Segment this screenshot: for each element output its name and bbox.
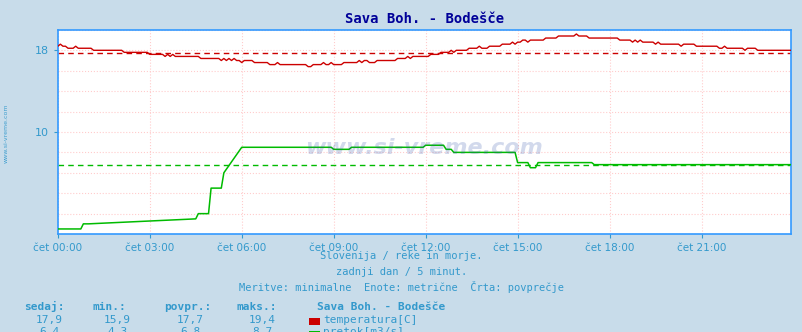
Text: Meritve: minimalne  Enote: metrične  Črta: povprečje: Meritve: minimalne Enote: metrične Črta:… xyxy=(239,281,563,293)
Text: Sava Boh. - Bodešče: Sava Boh. - Bodešče xyxy=(317,302,445,312)
Text: povpr.:: povpr.: xyxy=(164,302,212,312)
Text: 6,8: 6,8 xyxy=(180,327,200,332)
Text: maks.:: maks.: xyxy=(237,302,277,312)
Text: 6,4: 6,4 xyxy=(39,327,59,332)
Text: 19,4: 19,4 xyxy=(249,315,275,325)
Text: temperatura[C]: temperatura[C] xyxy=(322,315,417,325)
Text: 17,7: 17,7 xyxy=(176,315,203,325)
Text: sedaj:: sedaj: xyxy=(24,301,64,312)
Title: Sava Boh. - Bodešče: Sava Boh. - Bodešče xyxy=(344,12,504,26)
Text: zadnji dan / 5 minut.: zadnji dan / 5 minut. xyxy=(335,267,467,277)
Text: 17,9: 17,9 xyxy=(36,315,63,325)
Text: 4,3: 4,3 xyxy=(107,327,128,332)
Text: 8,7: 8,7 xyxy=(252,327,272,332)
Text: Slovenija / reke in morje.: Slovenija / reke in morje. xyxy=(320,251,482,261)
Text: pretok[m3/s]: pretok[m3/s] xyxy=(322,327,403,332)
Text: www.si-vreme.com: www.si-vreme.com xyxy=(4,103,9,163)
Text: min.:: min.: xyxy=(92,302,126,312)
Text: www.si-vreme.com: www.si-vreme.com xyxy=(305,138,543,158)
Text: 15,9: 15,9 xyxy=(104,315,131,325)
